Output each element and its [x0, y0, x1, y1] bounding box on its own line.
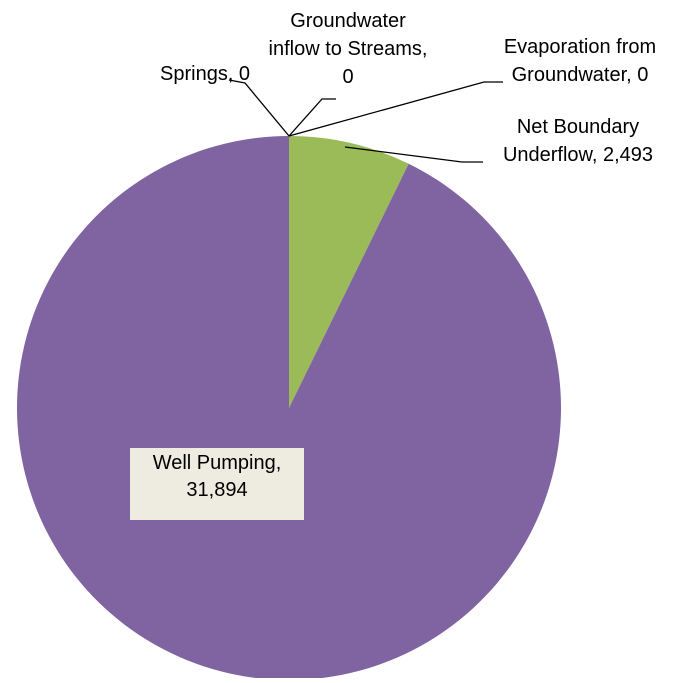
data-label-net-boundary-underflow: Net Boundary Underflow, 2,493: [503, 116, 653, 166]
pie-slice-well-pumping: [16, 136, 561, 680]
data-label-text: 0: [342, 66, 353, 88]
data-labels: Well Pumping, 31,894 Springs, 0 Groundwater…: [130, 10, 656, 520]
data-label-text: 31,894: [186, 479, 247, 501]
data-label-text: Springs, 0: [160, 63, 250, 85]
data-label-text: Well Pumping,: [153, 452, 282, 474]
data-label-text: Net Boundary: [517, 116, 639, 138]
data-label-text: Evaporation from: [504, 36, 656, 58]
data-label-groundwater-inflow-to-streams: Groundwater inflow to Streams, 0: [269, 10, 428, 88]
data-label-box: [130, 448, 304, 520]
data-label-text: inflow to Streams,: [269, 38, 428, 60]
leader-line-springs: [228, 79, 290, 137]
leader-line-net-boundary-underflow: [344, 146, 483, 163]
leader-line-groundwater-inflow-to-streams: [288, 98, 336, 137]
data-label-well-pumping: Well Pumping, 31,894: [130, 448, 304, 520]
leader-line-evaporation-from-groundwater: [288, 81, 503, 137]
data-label-evaporation-from-groundwater: Evaporation from Groundwater, 0: [504, 36, 656, 86]
data-label-text: Underflow, 2,493: [503, 144, 653, 166]
data-label-text: Groundwater, 0: [512, 64, 649, 86]
data-label-springs: Springs, 0: [160, 63, 250, 85]
data-label-text: Groundwater: [290, 10, 406, 32]
pie-slices: [16, 136, 561, 680]
leader-lines: [228, 79, 503, 163]
pie-slice-net-boundary-underflow: [289, 136, 409, 408]
